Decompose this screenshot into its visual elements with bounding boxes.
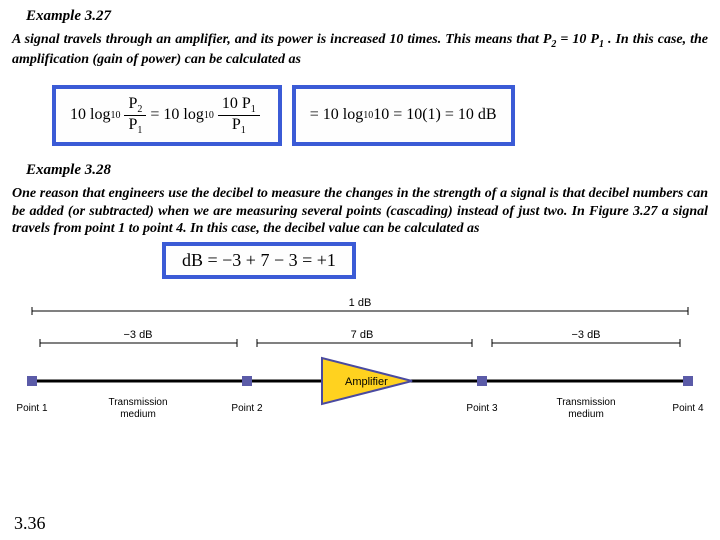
point1-node bbox=[27, 376, 37, 386]
example-title-2: Example 3.28 bbox=[26, 162, 708, 179]
formula-box-1b: = 10 log10 10 = 10(1) = 10 dB bbox=[292, 85, 515, 146]
signal-diagram: 1 dB −3 dB 7 dB −3 dB Amplifier Point 1 … bbox=[12, 293, 708, 433]
amp-label: Amplifier bbox=[345, 376, 388, 388]
seg1-label: −3 dB bbox=[123, 329, 152, 341]
point2-label: Point 2 bbox=[231, 403, 263, 414]
p1ds: 1 bbox=[137, 125, 142, 136]
frac2: 10 P1 P1 bbox=[218, 95, 260, 136]
f1b-post: 10 = 10(1) = 10 dB bbox=[373, 106, 496, 124]
p2ns: 2 bbox=[137, 104, 142, 115]
f1-sub: 10 bbox=[110, 110, 120, 121]
point4-node bbox=[683, 376, 693, 386]
point1-label: Point 1 bbox=[16, 403, 48, 414]
formula-box-1: 10 log10 P2 P1 = 10 log10 10 P1 P1 bbox=[52, 85, 282, 146]
point3-label: Point 3 bbox=[466, 403, 498, 414]
formula-row-1: 10 log10 P2 P1 = 10 log10 10 P1 P1 = 10 … bbox=[52, 85, 708, 146]
d2s: 1 bbox=[241, 125, 246, 136]
seg3-label: −3 dB bbox=[571, 329, 600, 341]
formula-box-2: dB = −3 + 7 − 3 = +1 bbox=[162, 242, 356, 279]
page-number: 3.36 bbox=[14, 513, 46, 534]
medium2-l2: medium bbox=[568, 409, 604, 420]
point2-node bbox=[242, 376, 252, 386]
frac1: P2 P1 bbox=[124, 95, 146, 136]
n2a: 10 P bbox=[222, 95, 251, 112]
example1-text: A signal travels through an amplifier, a… bbox=[12, 31, 708, 69]
medium1-l1: Transmission bbox=[108, 397, 167, 408]
medium1-l2: medium bbox=[120, 409, 156, 420]
d2: P bbox=[232, 116, 241, 133]
top-label: 1 dB bbox=[349, 297, 372, 309]
f1b-pre: = 10 log bbox=[310, 106, 363, 124]
f1-pre: 10 log bbox=[70, 106, 110, 124]
t2: = 10 P bbox=[556, 32, 599, 47]
t1: A signal travels through an amplifier, a… bbox=[12, 32, 551, 47]
example-title-1: Example 3.27 bbox=[26, 8, 708, 25]
point4-label: Point 4 bbox=[672, 403, 704, 414]
medium2-l1: Transmission bbox=[556, 397, 615, 408]
example2-text: One reason that engineers use the decibe… bbox=[12, 185, 708, 238]
n2as: 1 bbox=[251, 104, 256, 115]
f1-mid: = 10 log bbox=[150, 106, 203, 124]
point3-node bbox=[477, 376, 487, 386]
f1-midsub: 10 bbox=[204, 110, 214, 121]
f1b-sub: 10 bbox=[363, 110, 373, 121]
seg2-label: 7 dB bbox=[351, 329, 374, 341]
